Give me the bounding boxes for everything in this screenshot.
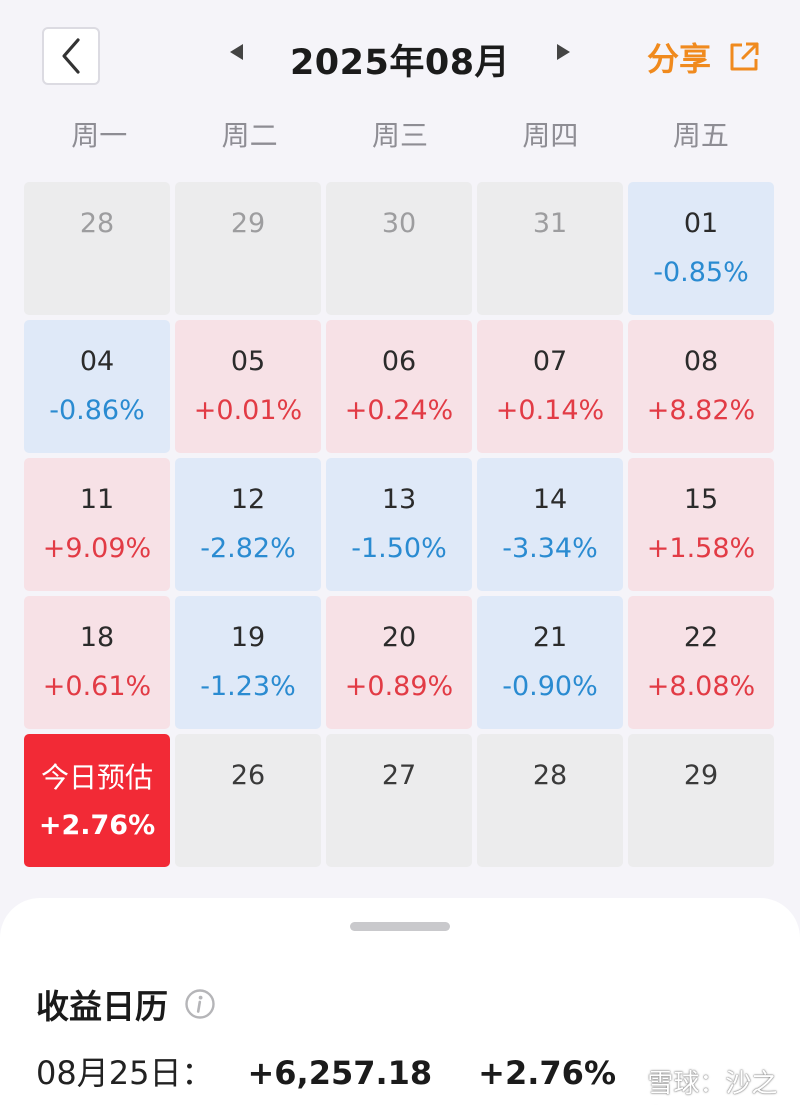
day-number: 31 [532, 208, 568, 239]
sheet-drag-handle[interactable] [350, 922, 450, 931]
day-number: 05 [230, 346, 266, 377]
bottom-sheet: 收益日历 08月25日： +6,257.18 +2.76% [0, 898, 800, 1105]
day-number: 20 [381, 622, 417, 653]
weekday-label: 周二 [221, 119, 278, 152]
summary-amount: +6,257.18 [247, 1054, 433, 1092]
day-return-percent: +0.61% [42, 671, 152, 702]
weekday-label: 周一 [71, 119, 128, 152]
watermark: 雪球：沙之剑 [612, 1063, 800, 1105]
calendar-day-cell[interactable]: 15 +1.58% [628, 458, 774, 591]
calendar-day-cell[interactable]: 21 -0.90% [477, 596, 623, 729]
day-return-percent: +1.58% [646, 533, 756, 564]
calendar-grid: 28 29 30 31 01 -0.85% 04 -0.86% 05 +0.01% 06 +0.24%… [24, 182, 776, 867]
day-return-percent: -1.50% [351, 533, 447, 564]
calendar-day-cell[interactable]: 13 -1.50% [326, 458, 472, 591]
calendar-day-cell[interactable]: 28 [24, 182, 170, 315]
info-icon[interactable] [184, 988, 216, 1020]
calendar-day-cell[interactable]: 19 -1.23% [175, 596, 321, 729]
summary-date: 08月25日： [36, 1054, 214, 1092]
top-bar: 2025年08月 分享 [0, 0, 800, 110]
calendar-day-cell[interactable]: 27 [326, 734, 472, 867]
calendar-day-cell[interactable]: 11 +9.09% [24, 458, 170, 591]
day-return-percent: -0.86% [49, 395, 145, 426]
calendar-day-cell[interactable]: 22 +8.08% [628, 596, 774, 729]
sheet-title: 收益日历 [36, 980, 216, 1028]
today-estimate-label: 今日预估 [40, 761, 153, 794]
day-number: 28 [532, 760, 568, 791]
day-return-percent: +0.14% [495, 395, 605, 426]
day-number: 14 [532, 484, 568, 515]
calendar-day-cell[interactable]: 07 +0.14% [477, 320, 623, 453]
previous-month-arrow-icon[interactable] [230, 44, 243, 60]
day-number: 21 [532, 622, 568, 653]
weekday-header: 周一 周二 周三 周四 周五 [24, 114, 776, 160]
day-number: 15 [683, 484, 719, 515]
calendar-day-cell[interactable]: 08 +8.82% [628, 320, 774, 453]
day-number: 18 [79, 622, 115, 653]
day-number: 27 [381, 760, 417, 791]
day-return-percent: +0.01% [193, 395, 303, 426]
day-return-percent: -0.90% [502, 671, 598, 702]
day-return-percent: -1.23% [200, 671, 296, 702]
calendar-day-cell[interactable]: 05 +0.01% [175, 320, 321, 453]
day-return-percent: +8.08% [646, 671, 756, 702]
day-number: 22 [683, 622, 719, 653]
calendar-day-cell[interactable]: 06 +0.24% [326, 320, 472, 453]
day-number: 28 [79, 208, 115, 239]
weekday-label: 周三 [372, 119, 429, 152]
day-return-percent: +0.89% [344, 671, 454, 702]
day-return-percent: -2.82% [200, 533, 296, 564]
day-return-percent: -0.85% [653, 257, 749, 288]
share-label: 分享 [647, 40, 712, 78]
chevron-left-icon [62, 38, 80, 74]
day-return-percent: -3.34% [502, 533, 598, 564]
calendar-day-cell[interactable]: 28 [477, 734, 623, 867]
day-return-percent: +0.24% [344, 395, 454, 426]
calendar-day-cell[interactable]: 04 -0.86% [24, 320, 170, 453]
day-number: 04 [79, 346, 115, 377]
calendar-day-cell[interactable]: 01 -0.85% [628, 182, 774, 315]
calendar-day-cell[interactable]: 20 +0.89% [326, 596, 472, 729]
share-external-icon [730, 42, 759, 71]
calendar-day-cell[interactable]: 29 [628, 734, 774, 867]
weekday-label: 周四 [522, 119, 579, 152]
day-number: 19 [230, 622, 266, 653]
calendar-day-cell[interactable]: 31 [477, 182, 623, 315]
calendar-day-cell[interactable]: 30 [326, 182, 472, 315]
sheet-title-text: 收益日历 [36, 987, 168, 1026]
back-button[interactable] [42, 27, 100, 85]
month-title[interactable]: 2025年08月 [289, 43, 511, 83]
day-number: 29 [683, 760, 719, 791]
day-return-percent: +2.76% [38, 810, 156, 841]
day-number: 30 [381, 208, 417, 239]
day-number: 07 [532, 346, 568, 377]
share-button[interactable]: 分享 [647, 34, 761, 80]
snowball-logo-icon [613, 1087, 640, 1105]
daily-summary: 08月25日： +6,257.18 +2.76% [36, 1048, 616, 1094]
next-month-arrow-icon[interactable] [557, 44, 570, 60]
calendar-day-cell[interactable]: 14 -3.34% [477, 458, 623, 591]
day-number: 08 [683, 346, 719, 377]
day-number: 11 [79, 484, 115, 515]
day-number: 06 [381, 346, 417, 377]
day-number: 29 [230, 208, 266, 239]
summary-percent: +2.76% [478, 1054, 616, 1092]
calendar-day-cell[interactable]: 12 -2.82% [175, 458, 321, 591]
calendar-day-cell[interactable]: 18 +0.61% [24, 596, 170, 729]
calendar-day-cell[interactable]: 26 [175, 734, 321, 867]
day-return-percent: +8.82% [646, 395, 756, 426]
day-return-percent: +9.09% [42, 533, 152, 564]
calendar-cell-today[interactable]: 今日预估 +2.76% [24, 734, 170, 867]
day-number: 01 [683, 208, 719, 239]
day-number: 13 [381, 484, 417, 515]
weekday-label: 周五 [672, 119, 729, 152]
calendar-day-cell[interactable]: 29 [175, 182, 321, 315]
watermark-text: 雪球：沙之剑 [647, 1069, 778, 1099]
day-number: 26 [230, 760, 266, 791]
day-number: 12 [230, 484, 266, 515]
